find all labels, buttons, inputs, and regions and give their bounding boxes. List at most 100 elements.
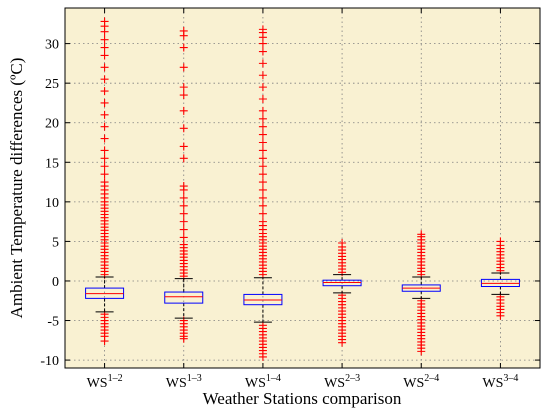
outlier-marker <box>179 26 188 35</box>
x-tick-label-sup: 1–4 <box>266 373 281 384</box>
outlier-marker <box>258 352 267 361</box>
outlier-marker <box>258 106 267 115</box>
box-5 <box>401 230 441 356</box>
x-tick-label-base: WS <box>482 376 503 391</box>
outlier-marker <box>496 311 505 320</box>
outlier-marker <box>100 63 109 72</box>
plot-frame <box>64 7 541 369</box>
outlier-marker <box>258 94 267 103</box>
x-tick-label-sup: 2–4 <box>424 373 439 384</box>
outlier-marker <box>338 338 347 347</box>
outlier-marker <box>179 233 188 242</box>
y-tick-label: 15 <box>45 156 59 171</box>
y-tick-label: 30 <box>45 38 59 53</box>
outlier-marker <box>179 209 188 218</box>
x-tick-label-base: WS <box>403 376 424 391</box>
box-3 <box>243 25 283 361</box>
outlier-marker <box>100 337 109 346</box>
y-tick-label: 0 <box>52 275 59 290</box>
x-tick-label-base: WS <box>87 376 108 391</box>
outlier-marker <box>179 182 188 191</box>
x-tick-label: WS1–3 <box>166 373 202 391</box>
outlier-marker <box>496 237 505 246</box>
outlier-marker <box>179 106 188 115</box>
x-tick-label: WS2–3 <box>324 373 360 391</box>
x-tick-label-sup: 1–3 <box>187 373 202 384</box>
outlier-marker <box>258 122 267 131</box>
outlier-marker <box>179 142 188 151</box>
outlier-marker <box>258 209 267 218</box>
box-1 <box>85 17 125 346</box>
plot-background <box>65 8 540 368</box>
outlier-marker <box>100 43 109 52</box>
outlier-marker <box>258 47 267 56</box>
outlier-marker <box>179 154 188 163</box>
outlier-marker <box>100 162 109 171</box>
y-tick-label: 5 <box>52 235 59 250</box>
outlier-marker <box>100 110 109 119</box>
box-series <box>85 17 520 361</box>
outlier-marker <box>258 193 267 202</box>
outlier-marker <box>100 122 109 131</box>
outlier-marker <box>258 154 267 163</box>
outlier-marker <box>100 75 109 84</box>
outlier-marker <box>258 162 267 171</box>
x-tick-label: WS1–4 <box>245 373 281 391</box>
outlier-marker <box>179 217 188 226</box>
x-tick-label-base: WS <box>324 376 345 391</box>
outlier-marker <box>258 83 267 92</box>
outlier-marker <box>100 146 109 155</box>
y-tick-label: 25 <box>45 77 59 92</box>
outlier-marker <box>100 98 109 107</box>
outlier-marker <box>100 87 109 96</box>
x-tick-label-sup: 3–4 <box>503 373 518 384</box>
box-body <box>164 291 204 304</box>
outlier-marker <box>100 154 109 163</box>
outlier-marker <box>100 134 109 143</box>
y-tick-label: 10 <box>45 196 59 211</box>
outlier-marker <box>258 217 267 226</box>
outlier-marker <box>179 334 188 343</box>
x-tick-label: WS2–4 <box>403 373 439 391</box>
y-axis-ticks: -10 -5 0 5 10 15 20 25 30 <box>40 38 540 369</box>
outlier-marker <box>258 130 267 139</box>
outlier-marker <box>179 124 188 133</box>
outlier-marker <box>258 138 267 147</box>
x-tick-label-base: WS <box>245 376 266 391</box>
outlier-marker <box>258 185 267 194</box>
outlier-marker <box>100 178 109 187</box>
x-tick-label-sup: 1–2 <box>108 373 123 384</box>
outlier-marker <box>100 170 109 179</box>
outlier-marker <box>179 225 188 234</box>
y-tick-label: -5 <box>47 315 59 330</box>
outlier-marker <box>258 71 267 80</box>
outlier-marker <box>338 238 347 247</box>
x-tick-label-sup: 2–3 <box>345 373 360 384</box>
outlier-marker <box>258 59 267 68</box>
y-tick-label: -10 <box>40 354 59 369</box>
y-axis-label: Ambient Temperature differences (ºC) <box>7 58 26 319</box>
x-tick-label-base: WS <box>166 376 187 391</box>
box-2 <box>164 26 204 343</box>
outlier-marker <box>179 83 188 92</box>
outlier-marker <box>100 51 109 60</box>
x-tick-label: WS3–4 <box>482 373 518 391</box>
outlier-marker <box>179 91 188 100</box>
outlier-marker <box>179 201 188 210</box>
outlier-marker <box>258 178 267 187</box>
outlier-marker <box>179 63 188 72</box>
outlier-marker <box>100 17 109 26</box>
outlier-marker <box>179 43 188 52</box>
x-axis-ticks: WS1–2 WS1–3 WS1–4 WS2–3 WS2–4 WS3–4 <box>87 8 518 391</box>
outlier-marker <box>179 240 188 249</box>
outlier-marker <box>179 193 188 202</box>
y-tick-label: 20 <box>45 117 59 132</box>
box-4 <box>322 238 362 347</box>
outlier-marker <box>258 201 267 210</box>
outlier-marker <box>258 114 267 123</box>
outlier-marker <box>100 35 109 44</box>
outlier-marker <box>258 146 267 155</box>
outlier-marker <box>258 25 267 34</box>
outlier-marker <box>417 347 426 356</box>
